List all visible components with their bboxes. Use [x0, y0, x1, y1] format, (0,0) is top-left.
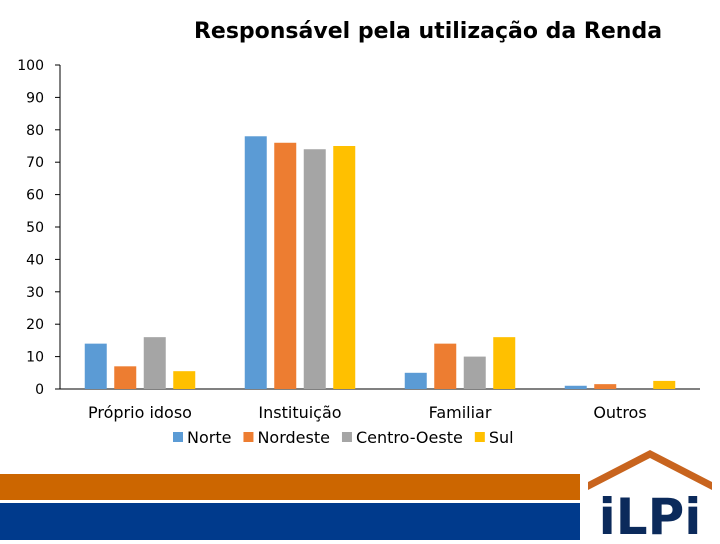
- y-tick-label: 20: [26, 317, 44, 333]
- bar: [564, 385, 587, 389]
- bar: [333, 146, 356, 389]
- x-axis-labels: Próprio idoso Instituição Familiar Outros: [88, 403, 647, 422]
- chart-title: Responsável pela utilização da Renda: [194, 19, 662, 44]
- legend-label: Centro-Oeste: [356, 428, 463, 447]
- x-tick-label: Outros: [593, 403, 646, 422]
- bar: [303, 149, 326, 389]
- bar: [173, 371, 196, 389]
- bar: [493, 337, 516, 389]
- bar: [434, 343, 457, 389]
- legend-swatch: [341, 432, 352, 442]
- legend-label: Sul: [489, 428, 514, 447]
- bar: [404, 372, 427, 389]
- bar: [84, 343, 107, 389]
- y-tick-label: 30: [26, 285, 44, 301]
- legend-swatch: [173, 432, 183, 442]
- legend-label: Norte: [187, 428, 231, 447]
- x-tick-label: Instituição: [258, 403, 341, 422]
- bar: [594, 384, 617, 389]
- bars-group: [84, 136, 676, 389]
- bar: [114, 366, 137, 389]
- y-tick-label: 60: [26, 188, 44, 204]
- y-tick-label: 90: [26, 90, 44, 106]
- y-tick-label: 70: [26, 155, 44, 171]
- bar: [244, 136, 267, 389]
- legend: Norte Nordeste Centro-Oeste Sul: [173, 428, 514, 447]
- bar: [274, 142, 297, 389]
- ilpi-logo: iLPi: [580, 442, 720, 544]
- y-tick-label: 80: [26, 123, 44, 139]
- y-tick-label: 50: [26, 220, 44, 236]
- y-tick-label: 40: [26, 252, 44, 268]
- legend-label: Nordeste: [257, 428, 330, 447]
- x-tick-label: Próprio idoso: [88, 403, 192, 422]
- legend-swatch: [243, 432, 254, 442]
- house-roof-icon: [588, 450, 712, 490]
- x-tick-label: Familiar: [429, 403, 492, 422]
- bar: [143, 337, 166, 389]
- logo-text: iLPi: [599, 488, 702, 540]
- y-tick-label: 10: [26, 350, 44, 366]
- legend-swatch: [474, 432, 485, 442]
- bar: [463, 356, 486, 389]
- y-axis-ticks: 0 10 20 30 40 50 60 70 80 90 100: [17, 58, 60, 398]
- bar: [653, 380, 676, 389]
- y-tick-label: 100: [17, 58, 44, 74]
- y-tick-label: 0: [35, 382, 44, 398]
